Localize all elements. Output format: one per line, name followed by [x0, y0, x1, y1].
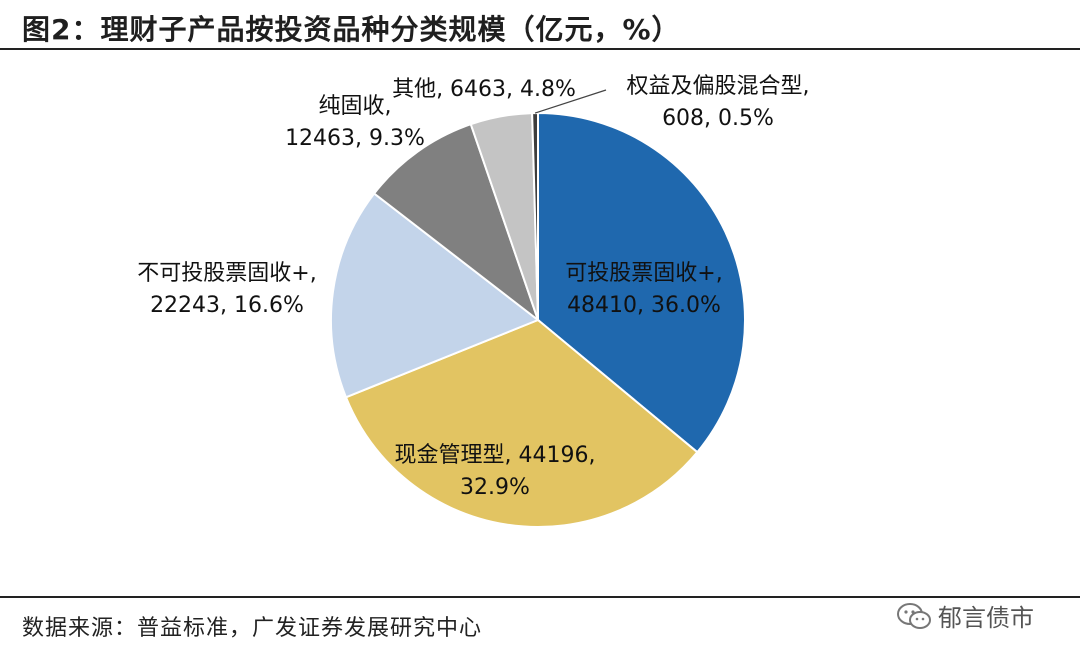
slice-label-2: 现金管理型, 44196, 32.9%	[395, 443, 596, 500]
title-divider	[0, 48, 1080, 50]
slice-label-line: 其他, 6463, 4.8%	[392, 77, 576, 102]
slice-label-line: 22243, 16.6%	[150, 293, 304, 318]
slice-label-line: 现金管理型, 44196,	[395, 443, 596, 468]
wechat-icon	[897, 602, 931, 629]
source-note: 数据来源：普益标准，广发证券发展研究中心	[22, 616, 483, 641]
slice-label-line: 12463, 9.3%	[285, 126, 425, 151]
slice-label-line: 权益及偏股混合型,	[627, 74, 810, 99]
slice-label-line: 48410, 36.0%	[567, 293, 721, 318]
pie-slice-1	[537, 111, 746, 454]
slice-label-line: 608, 0.5%	[662, 106, 774, 131]
slice-label-line: 可投股票固收+,	[565, 261, 722, 286]
slice-label-line: 纯固收,	[319, 94, 392, 119]
slice-label-line: 32.9%	[460, 475, 530, 500]
pie-slice-3	[330, 192, 540, 399]
slice-label-line: 不可投股票固收+,	[137, 261, 316, 286]
figure-title: 图2：理财子产品按投资品种分类规模（亿元，%）	[22, 13, 681, 46]
pie-slice-6	[531, 111, 539, 321]
watermark-text: 郁言债市	[938, 604, 1034, 632]
slice-label-5: 其他, 6463, 4.8%	[392, 77, 576, 102]
footer-divider	[0, 596, 1080, 598]
slice-label-3: 不可投股票固收+, 22243, 16.6%	[137, 261, 316, 318]
watermark: 郁言债市	[896, 598, 1034, 633]
pie-slice-4	[372, 122, 541, 323]
pie-slice-2	[344, 318, 699, 528]
leader-line	[534, 89, 607, 114]
slice-label-1: 可投股票固收+, 48410, 36.0%	[565, 261, 722, 318]
slice-label-4: 纯固收, 12463, 9.3%	[285, 94, 425, 151]
pie-chart: 可投股票固收+, 48410, 36.0% 现金管理型, 44196, 32.9% 不可…	[137, 74, 810, 528]
slice-label-6: 权益及偏股混合型, 608, 0.5%	[627, 74, 810, 131]
